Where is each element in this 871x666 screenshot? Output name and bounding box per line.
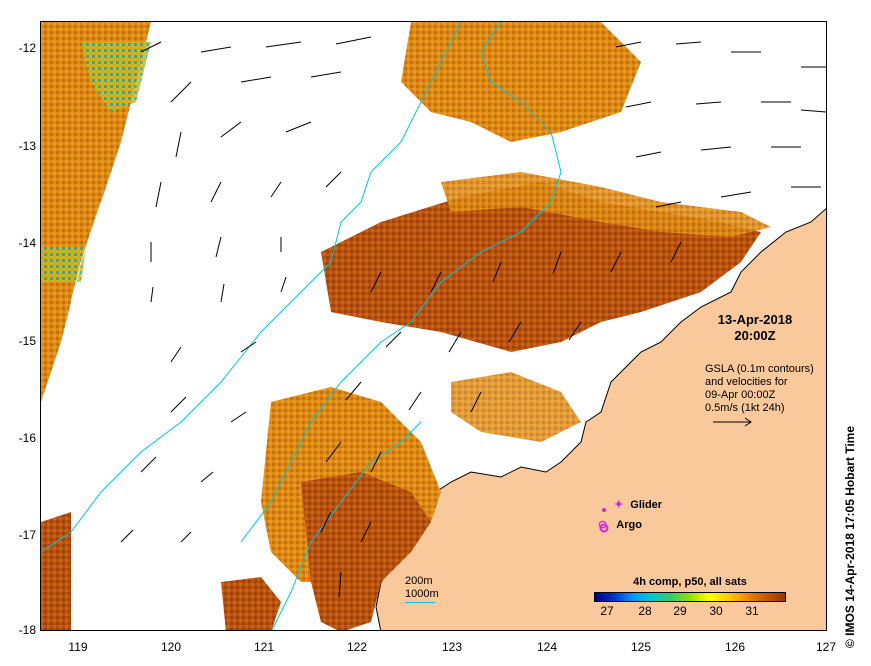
sst-left-swath [41,22,151,402]
sst-left-cool [81,42,151,112]
colorbar-tick-28: 28 [638,604,652,618]
legend-argo: ⊙ Argo [598,518,642,531]
time-label: 20:00Z [734,328,776,343]
glider-label: Glider [630,499,663,511]
gsla-line-4: 0.5m/s (1kt 24h) [705,402,785,414]
colorbar-tick-29: 29 [673,604,687,618]
timestamp-block: 13-Apr-2018 20:00Z [700,312,810,344]
y-tick-minus17: -17 [18,528,36,542]
y-tick-minus13: -13 [18,139,36,153]
glider-icon: ✦ [614,499,624,511]
gsla-line-2: and velocities for [705,376,788,388]
sst-bottom-left-patch [221,577,281,630]
x-tick-124: 124 [536,640,558,654]
glider-marker [602,508,606,512]
x-tick-120: 120 [160,640,182,654]
date-label: 13-Apr-2018 [717,312,793,327]
imos-credit: © IMOS 14-Apr-2018 17:05 Hobart Time [843,425,857,648]
argo-marker [599,523,609,533]
gsla-annotation: GSLA (0.1m contours) and velocities for … [705,363,830,431]
x-tick-119: 119 [68,640,88,654]
y-tick-minus18: -18 [18,623,36,637]
x-tick-123: 123 [441,640,463,654]
velocity-scale-arrow-icon [713,417,752,427]
sst-lower-left [41,512,71,630]
x-tick-121: 121 [253,640,275,654]
sst-top-center [401,22,641,142]
argo-label: Argo [616,519,642,531]
sst-colorbar: 4h comp, p50, all sats 27 28 29 30 31 [592,576,788,618]
sst-mid-right [451,372,581,442]
x-tick-126: 126 [724,640,746,654]
gsla-contour [70,201,102,303]
y-tick-minus14: -14 [18,236,36,250]
depth-contour-shelf [271,421,422,630]
argo-icon: ⊙ [598,519,608,531]
legend-glider: ✦ Glider [614,498,662,511]
gsla-line-3: 09-Apr 00:00Z [705,389,776,401]
gsla-line-1: GSLA (0.1m contours) [705,363,814,375]
x-tick-127: 127 [815,640,837,654]
colorbar-tick-31: 31 [745,604,759,618]
y-tick-minus15: -15 [18,334,36,348]
depth-contour-200m [240,22,562,543]
x-tick-122: 122 [346,640,368,654]
colorbar-title: 4h comp, p50, all sats [633,576,747,588]
y-tick-minus16: -16 [18,431,36,445]
y-tick-minus12: -12 [18,41,36,55]
colorbar-gradient [594,592,786,602]
depth-1000m-label: 1000m [405,588,439,600]
depth-contour-swatch [405,602,435,603]
depth-legend: 200m 1000m [405,575,439,603]
sst-left-cool2 [41,247,86,282]
colorbar-tick-27: 27 [600,604,614,618]
map-canvas [41,22,826,630]
depth-contour-1000m [41,22,462,553]
velocity-arrows [120,36,826,598]
x-tick-125: 125 [630,640,652,654]
depth-200m-label: 200m [405,575,433,587]
map-frame [40,21,827,631]
sst-central-warm [441,172,771,237]
colorbar-tick-30: 30 [709,604,723,618]
